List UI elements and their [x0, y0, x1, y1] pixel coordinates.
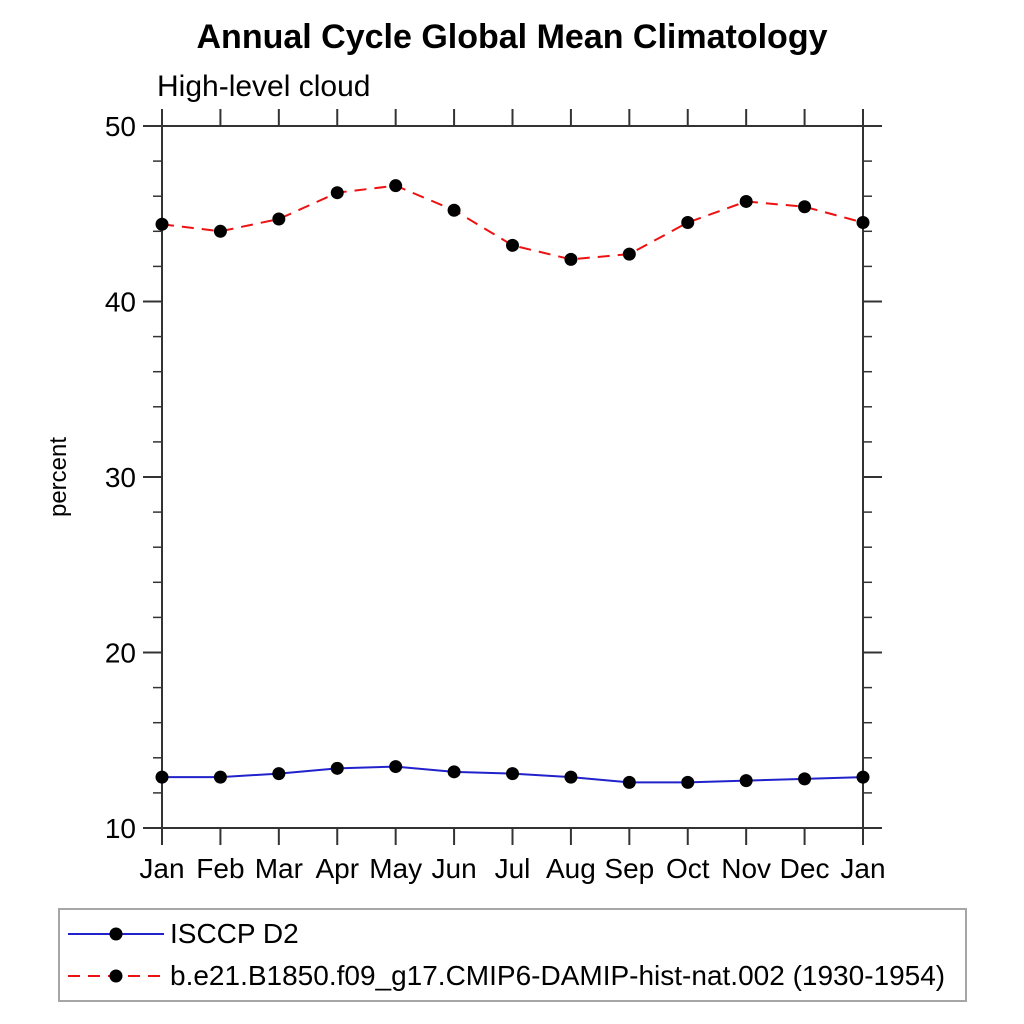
data-point-marker [447, 203, 461, 217]
legend-item-model: b.e21.B1850.f09_g17.CMIP6-DAMIP-hist-nat… [60, 955, 965, 997]
y-tick-label: 40 [105, 287, 136, 318]
data-point-marker [447, 765, 461, 779]
data-point-marker [330, 186, 344, 200]
data-point-marker [506, 238, 519, 252]
plot-frame [161, 125, 864, 829]
data-point-marker [155, 217, 169, 231]
legend-line-sample-solid [68, 927, 164, 941]
y-tick-label: 30 [105, 462, 136, 493]
legend-label-observations: ISCCP D2 [170, 918, 299, 949]
x-tick-label: Dec [780, 853, 830, 884]
data-point-marker [330, 761, 344, 775]
data-point-marker [798, 200, 812, 214]
data-point-marker [389, 760, 403, 774]
legend-label-model: b.e21.B1850.f09_g17.CMIP6-DAMIP-hist-nat… [170, 960, 946, 991]
data-point-marker [739, 774, 753, 788]
legend-marker-icon [109, 969, 123, 983]
data-point-marker [798, 772, 812, 786]
data-point-marker [681, 216, 695, 230]
data-point-marker [622, 247, 636, 261]
data-point-marker [272, 767, 286, 781]
data-point-marker [389, 179, 403, 193]
data-point-marker [681, 775, 695, 789]
x-tick-label: Jun [432, 853, 477, 884]
data-point-marker [272, 212, 286, 226]
y-tick-label: 50 [105, 111, 136, 142]
x-tick-label: Mar [255, 853, 303, 884]
y-tick-label: 20 [105, 638, 136, 669]
legend-marker-icon [109, 927, 123, 941]
data-point-marker [739, 194, 753, 208]
data-point-marker [622, 775, 636, 789]
x-tick-label: Jan [139, 853, 184, 884]
x-tick-label: Aug [546, 853, 596, 884]
x-tick-label: May [369, 853, 422, 884]
data-point-marker [856, 770, 870, 784]
x-tick-label: Jan [840, 853, 885, 884]
chart-canvas: Jan Feb Mar Apr May Jun Jul Aug Sep Oct Nov Dec Jan1… [45, 109, 886, 884]
data-point-marker [564, 252, 578, 266]
y-axis-title: percent [45, 437, 72, 517]
legend-line-sample-dashed [68, 969, 164, 983]
data-point-marker [213, 224, 227, 238]
data-point-marker [155, 770, 169, 784]
data-point-marker [506, 767, 519, 781]
chart-subtitle: High-level cloud [157, 70, 371, 103]
data-point-marker [856, 216, 870, 230]
chart-title: Annual Cycle Global Mean Climatology [196, 18, 828, 56]
x-tick-label: Feb [196, 853, 244, 884]
x-tick-label: Sep [604, 853, 654, 884]
data-point-marker [564, 770, 578, 784]
y-tick-label: 10 [105, 813, 136, 844]
x-tick-label: Apr [315, 853, 359, 884]
legend: ISCCP D2 b.e21.B1850.f09_g17.CMIP6-DAMIP… [58, 908, 967, 1002]
x-tick-label: Nov [721, 853, 771, 884]
data-point-marker [213, 770, 227, 784]
x-tick-label: Oct [666, 853, 710, 884]
x-tick-label: Jul [495, 853, 531, 884]
legend-item-observations: ISCCP D2 [60, 913, 965, 955]
